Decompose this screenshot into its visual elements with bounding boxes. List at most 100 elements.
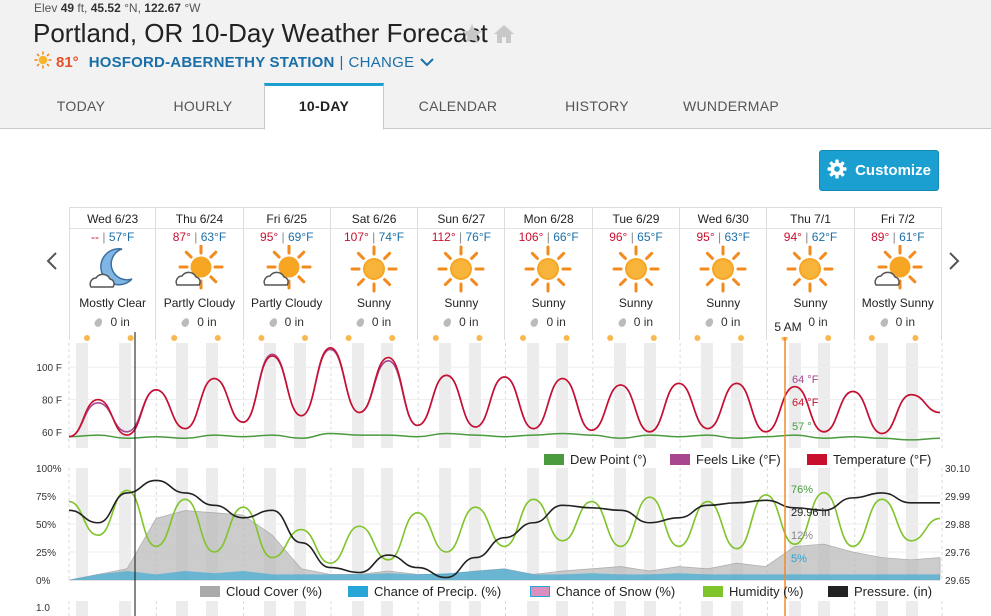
night-band <box>527 468 539 580</box>
chart-plot-area <box>69 343 940 448</box>
night-band <box>701 601 713 616</box>
day-card[interactable]: Tue 6/29 96° | 65°F Sunny 0 in <box>592 208 681 340</box>
y-tick-right: 29.99 <box>945 492 970 503</box>
condition-text: Sunny <box>531 296 566 310</box>
series-line-feels <box>68 348 941 438</box>
night-band <box>556 468 568 580</box>
precip-amount: 0 in <box>331 315 417 329</box>
night-band <box>352 601 364 616</box>
low-temp: 65°F <box>637 230 663 244</box>
legend-swatch <box>703 586 723 597</box>
y-tick-left: 50% <box>36 520 56 531</box>
low-temp: 63°F <box>724 230 750 244</box>
day-temps: 112° | 76°F <box>418 228 505 245</box>
legend-label: Humidity (%) <box>729 584 804 599</box>
tab-calendar[interactable]: CALENDAR <box>418 98 498 114</box>
night-band <box>469 468 481 580</box>
high-temp: 87° <box>172 230 191 244</box>
night-band <box>76 343 88 448</box>
night-band <box>294 468 306 580</box>
y-tick-bottom: 1.0 <box>36 603 50 614</box>
day-card[interactable]: Fri 7/2 89° | 61°F Mostly Sunny 0 in <box>854 208 942 340</box>
legend-cloud-cover[interactable]: Cloud Cover (%) <box>200 584 322 599</box>
high-temp: 107° <box>343 230 369 244</box>
readout-precip_chance: 5% <box>791 553 807 565</box>
tab-history[interactable]: HISTORY <box>565 98 629 114</box>
day-name: Thu 6/24 <box>175 212 224 226</box>
customize-button[interactable]: Customize <box>819 150 939 191</box>
day-card[interactable]: Mon 6/28 106° | 66°F Sunny 0 in <box>505 208 593 340</box>
sun-icon <box>523 245 573 293</box>
station-link[interactable]: HOSFORD-ABERNETHY STATION <box>88 53 335 71</box>
day-card[interactable]: Thu 6/24 87° | 63°F Partly Cloudy 0 in <box>156 208 244 340</box>
series-line-dew <box>68 432 941 441</box>
day-card[interactable]: Sun 6/27 112° | 76°F Sunny 0 in <box>418 208 506 340</box>
night-band <box>264 601 276 616</box>
legend-pressure[interactable]: Pressure. (in) <box>828 584 932 599</box>
chevron-down-icon[interactable] <box>420 54 435 71</box>
night-band <box>731 601 743 616</box>
low-temp: 63°F <box>200 230 227 244</box>
temp-separator: | <box>805 230 809 244</box>
precip-value: 0 in <box>459 315 479 329</box>
page-title: Portland, OR 10-Day Weather Forecast <box>33 18 488 48</box>
night-band <box>789 343 801 448</box>
day-name: Wed 6/23 <box>87 212 139 226</box>
night-band <box>731 468 743 580</box>
night-band <box>119 601 131 616</box>
temp-separator: | <box>372 230 376 244</box>
tab-wundermap[interactable]: WUNDERMAP <box>682 98 780 114</box>
day-card[interactable]: Fri 6/25 95° | 69°F Partly Cloudy 0 in <box>243 208 331 340</box>
legend-humidity[interactable]: Humidity (%) <box>703 584 803 599</box>
night-band <box>614 601 626 616</box>
night-band <box>352 468 364 580</box>
day-card[interactable]: Sat 6/26 107° | 74°F Sunny 0 in <box>330 208 419 340</box>
high-temp: 94° <box>783 230 802 244</box>
night-band <box>701 468 713 580</box>
temp-separator: | <box>630 230 634 244</box>
condition-text: Sunny <box>793 296 828 310</box>
high-temp: 112° <box>431 230 456 244</box>
home-icon[interactable] <box>493 23 515 50</box>
tab-today[interactable]: TODAY <box>56 98 106 114</box>
temp-separator: | <box>718 230 722 244</box>
night-band <box>76 468 88 580</box>
prev-arrow-icon[interactable] <box>45 250 59 279</box>
legend-temperature[interactable]: Temperature (°F) <box>807 452 931 467</box>
day-card[interactable]: Thu 7/1 94° | 62°F Sunny 0 in <box>767 208 855 340</box>
legend-precip-chance[interactable]: Chance of Precip. (%) <box>348 584 501 599</box>
change-station-button[interactable]: CHANGE <box>348 53 415 71</box>
night-band <box>381 343 393 448</box>
page-header: Elev 49 ft, 45.52 °N, 122.67 °W Portland… <box>0 0 991 130</box>
legend-label: Chance of Precip. (%) <box>374 584 502 599</box>
day-temps: 106° | 66°F <box>505 228 592 245</box>
night-band <box>469 601 481 616</box>
night-band <box>381 468 393 580</box>
day-name: Sun 6/27 <box>437 212 486 226</box>
hover-time-label: 5 AM <box>769 317 807 337</box>
favorite-star-icon[interactable] <box>460 22 484 51</box>
day-card[interactable]: Wed 6/30 95° | 63°F Sunny 0 in <box>680 208 768 340</box>
raindrop-icon <box>355 316 366 329</box>
night-band <box>906 468 918 580</box>
precip-value: 0 in <box>110 315 130 329</box>
customize-label: Customize <box>855 162 931 179</box>
legend-feels-like[interactable]: Feels Like (°F) <box>670 452 781 467</box>
tab-hourly[interactable]: HOURLY <box>173 98 233 114</box>
low-temp: 66°F <box>553 230 579 244</box>
high-temp: 96° <box>609 230 628 244</box>
raindrop-icon <box>442 316 453 329</box>
next-arrow-icon[interactable] <box>947 250 961 279</box>
day-card[interactable]: Wed 6/23 -- | 57°F Mostly Clear 0 in <box>69 208 157 340</box>
series-line-humidity <box>68 489 941 565</box>
night-band <box>119 343 131 448</box>
legend-snow-chance[interactable]: Chance of Snow (%) <box>530 584 675 599</box>
raindrop-icon <box>616 316 628 329</box>
legend-label: Cloud Cover (%) <box>226 584 323 599</box>
night-band <box>876 468 888 580</box>
sun-cloud-icon <box>174 244 224 293</box>
night-band <box>527 601 539 616</box>
sun-icon <box>34 51 52 73</box>
legend-dew-point[interactable]: Dew Point (°) <box>544 452 647 467</box>
tab-10-day[interactable]: 10-DAY <box>264 83 384 130</box>
